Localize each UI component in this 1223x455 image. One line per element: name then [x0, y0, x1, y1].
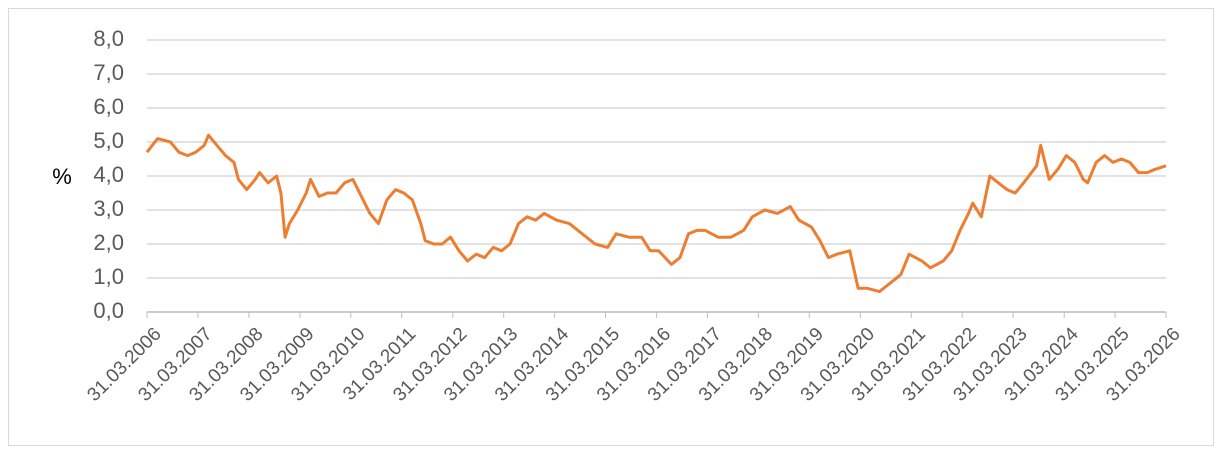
y-tick-label: 1,0: [93, 264, 124, 289]
y-tick-label: 2,0: [93, 230, 124, 255]
y-tick-label: 7,0: [93, 60, 124, 85]
y-tick-label: 6,0: [93, 94, 124, 119]
series-line: [145, 133, 1167, 294]
y-tick-label: 8,0: [93, 26, 124, 51]
y-tick-label: 4,0: [93, 162, 124, 187]
y-tick-label: 3,0: [93, 196, 124, 221]
y-axis-label: %: [52, 164, 72, 189]
y-tick-label: 0,0: [93, 298, 124, 323]
y-tick-label: 5,0: [93, 128, 124, 153]
chart-frame: [8, 8, 1214, 446]
